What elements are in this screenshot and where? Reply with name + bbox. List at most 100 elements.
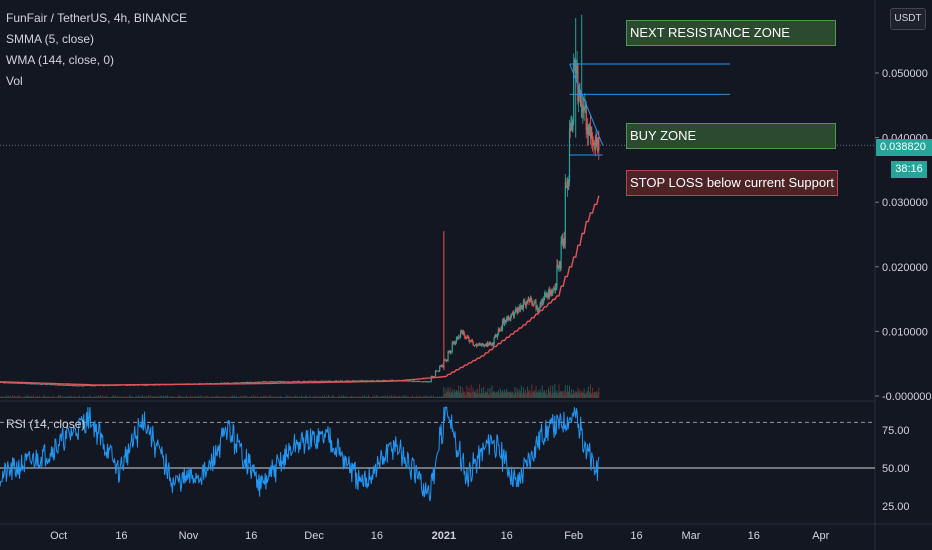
candle-body <box>55 384 57 386</box>
volume-legend[interactable]: Vol <box>6 74 23 88</box>
candle-body <box>240 382 242 383</box>
candle-body <box>382 380 384 381</box>
volume-bar <box>441 396 443 398</box>
volume-bar <box>371 397 373 398</box>
volume-bar <box>551 393 553 398</box>
volume-bar <box>189 397 191 398</box>
volume-bar <box>146 397 148 398</box>
candle-body <box>483 344 485 346</box>
price-axis-label: 0.050000 <box>882 68 928 80</box>
volume-bar <box>317 397 319 398</box>
volume-bar <box>402 396 404 398</box>
volume-bar <box>200 395 202 398</box>
volume-bar <box>223 395 225 398</box>
volume-bar <box>458 385 460 398</box>
candle-body <box>273 381 275 383</box>
candle-body <box>354 380 356 382</box>
volume-bar <box>215 396 217 398</box>
volume-bar <box>222 397 224 398</box>
candle-body <box>235 382 238 384</box>
candle-body <box>426 381 428 383</box>
volume-bar <box>280 396 282 398</box>
volume-bar <box>190 395 192 398</box>
volume-bar <box>324 397 326 398</box>
resistance-zone-box[interactable]: NEXT RESISTANCE ZONE <box>626 20 836 46</box>
candle-body <box>589 126 591 135</box>
candle-body <box>103 385 105 387</box>
candle-body <box>239 382 241 383</box>
volume-bar <box>294 396 296 398</box>
currency-button[interactable]: USDT <box>890 8 926 30</box>
volume-bar <box>12 396 14 398</box>
candle-body <box>432 376 434 378</box>
volume-bar <box>7 395 9 398</box>
candle-body <box>346 380 349 382</box>
volume-bar <box>596 390 598 398</box>
volume-bar <box>418 396 420 398</box>
buy-zone-box[interactable]: BUY ZONE <box>626 123 836 149</box>
volume-bar <box>374 397 376 398</box>
wma-legend[interactable]: WMA (144, close, 0) <box>6 53 115 67</box>
volume-bar <box>242 395 244 398</box>
candle-body <box>48 384 50 385</box>
volume-bar <box>103 396 105 398</box>
volume-bar <box>474 392 476 398</box>
volume-bar <box>226 396 228 398</box>
volume-bar <box>561 391 563 398</box>
candle-body <box>76 385 79 387</box>
volume-bar <box>403 395 405 398</box>
volume-bar <box>525 389 527 398</box>
volume-bar <box>305 396 307 398</box>
volume-bar <box>245 396 247 398</box>
candle-body <box>352 380 354 382</box>
candle-body <box>286 381 289 383</box>
volume-bar <box>462 391 464 398</box>
candle-body <box>489 342 491 346</box>
symbol-title[interactable]: FunFair / TetherUS, 4h, BINANCE <box>6 11 188 25</box>
volume-bar <box>261 396 263 398</box>
volume-bar <box>354 396 356 398</box>
volume-bar <box>99 396 101 398</box>
candle-body <box>482 343 484 346</box>
candle-body <box>282 381 284 383</box>
candle-body <box>416 381 418 382</box>
volume-bar <box>532 391 534 398</box>
volume-bar <box>566 392 568 398</box>
volume-bar <box>440 396 442 398</box>
candle-body <box>28 383 30 384</box>
volume-bar <box>201 397 203 398</box>
volume-bar <box>566 385 568 398</box>
candle-body <box>596 137 598 143</box>
candle-body <box>231 382 234 384</box>
candle-body <box>302 381 304 382</box>
candle-body <box>315 381 317 382</box>
candle-body <box>237 382 239 384</box>
volume-bar <box>116 397 118 398</box>
candle-body <box>552 289 554 294</box>
volume-bar <box>19 397 21 398</box>
candle-body <box>591 139 594 141</box>
volume-bar <box>579 389 581 398</box>
volume-bar <box>180 397 182 398</box>
candle-body <box>484 345 486 346</box>
stop-loss-box[interactable]: STOP LOSS below current Support Line <box>626 170 838 196</box>
rsi-legend[interactable]: RSI (14, close) <box>6 417 86 431</box>
volume-bar <box>497 392 499 398</box>
volume-bar <box>241 397 243 398</box>
volume-bar <box>390 396 392 398</box>
volume-bar <box>539 388 541 398</box>
candle-body <box>568 181 570 184</box>
volume-bar <box>183 396 185 398</box>
volume-bar <box>135 395 137 398</box>
candle-body <box>107 385 109 386</box>
volume-bar <box>594 394 596 398</box>
volume-bar <box>195 396 197 398</box>
volume-bar <box>115 397 117 398</box>
candle-body <box>585 105 587 130</box>
smma-legend[interactable]: SMMA (5, close) <box>6 32 95 46</box>
volume-bar <box>30 395 32 398</box>
volume-bar <box>488 394 490 398</box>
candle-body <box>514 312 516 314</box>
volume-bar <box>134 397 136 398</box>
